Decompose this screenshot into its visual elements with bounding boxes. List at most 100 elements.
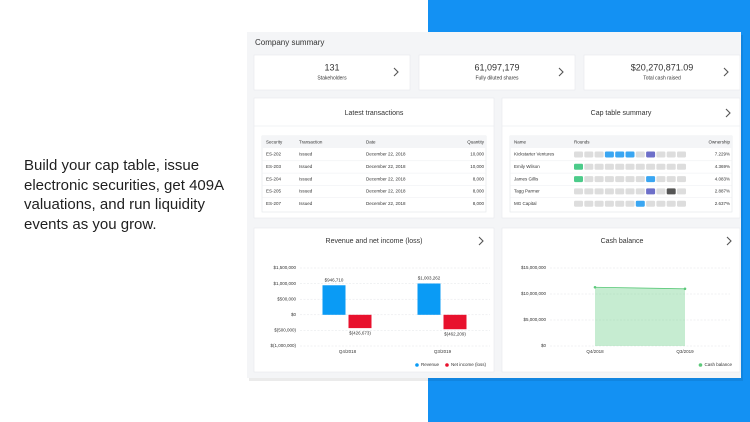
round-pill [604,188,614,195]
security-link[interactable]: ES-204 [266,176,282,181]
security-link[interactable]: ES-202 [266,152,282,157]
cell: Kickstarter Ventures [514,152,555,157]
cell: 4.083% [715,176,730,181]
stat-label: Fully diluted shares [475,75,519,81]
cell: Issued [299,201,313,206]
chevron[interactable] [723,67,729,77]
cell: 10,000 [470,152,484,157]
column-header: Quantity [467,140,485,145]
round-pill [677,151,686,158]
round-pill [625,151,635,158]
cell: James Gillis [514,176,539,181]
round-pill [584,163,594,170]
round-pill [666,188,676,195]
column-header: Transaction [299,140,323,145]
round-pill [656,151,666,158]
column-header: Ownership [708,140,730,145]
bar [322,285,346,315]
y-tick-label: $1,000,000 [273,281,296,286]
round-pill [615,151,625,158]
round-pill [666,176,676,183]
column-header: Security [266,140,283,145]
round-pill [635,200,645,207]
blurb: Build your cap table, issue electronic s… [24,157,224,233]
round-pill [574,176,583,183]
column-header: Date [366,140,376,145]
cell: December 22, 2018 [366,189,406,194]
round-pill [604,200,614,207]
chevron[interactable] [726,236,732,246]
card [253,54,411,91]
y-tick-label: $500,000 [277,296,296,301]
cell: Emily Wilson [514,164,540,169]
round-pill [584,176,594,183]
chevron[interactable] [393,67,399,77]
round-pill [635,176,645,183]
cell: December 22, 2018 [366,152,406,157]
y-tick-label: $0 [291,312,297,317]
cell: 8,000 [473,189,485,194]
table-header [510,136,732,148]
round-pill [625,188,635,195]
round-pill [666,200,676,207]
x-tick-label: Q4/2018 [339,349,357,354]
chart-title: Cash balance [601,238,644,245]
x-tick-label: Q4/2018 [586,349,604,354]
round-pill [677,163,686,170]
line [594,286,686,290]
round-pill [625,176,635,183]
card-title: Latest transactions [345,110,404,117]
chevron[interactable] [558,67,564,77]
round-pill [584,188,594,195]
table-frame [261,135,487,213]
round-pill [635,163,645,170]
round-pill [604,176,614,183]
cell: 8,000 [473,201,485,206]
round-pill [615,163,625,170]
legend-label: Revenue [421,362,440,367]
round-pill [666,151,676,158]
bar [417,283,441,315]
cell: Issued [299,152,313,157]
table-frame [509,135,733,213]
security-link[interactable]: ES-207 [266,201,282,206]
point [683,287,687,291]
chevron[interactable] [478,236,484,246]
column-header: Name [514,140,527,145]
legend-swatch [698,363,703,367]
cell: 8,000 [473,176,485,181]
cell: 2.637% [715,201,730,206]
round-pill [584,151,594,158]
round-pill [584,200,594,207]
value-label: $946,710 [325,277,344,282]
round-pill [635,151,645,158]
round-pill [635,188,645,195]
legend-swatch [445,363,449,367]
cell: 10,000 [470,164,484,169]
value-label: $1,003,262 [418,276,441,281]
x-tick-label: Q3/2019 [676,349,694,354]
cell: Issued [299,189,313,194]
legend-label: Cash balance [704,362,732,367]
y-tick-label: $(500,000) [274,328,296,333]
card [253,227,495,373]
chevron[interactable] [725,108,731,118]
cell: Tagg Parmer [514,189,540,194]
security-link[interactable]: ES-203 [266,164,282,169]
round-pill [646,176,656,183]
round-pill [646,200,656,207]
stat-value: $20,270,871.09 [631,62,694,72]
stat-label: Total cash raised [643,75,681,81]
security-link[interactable]: ES-205 [266,189,282,194]
round-pill [656,188,666,195]
round-pill [594,151,604,158]
round-pill [677,200,686,207]
round-pill [615,176,625,183]
round-pill [677,188,686,195]
cell: 7.229% [715,152,730,157]
round-pill [646,163,656,170]
round-pill [656,176,666,183]
round-pill [656,163,666,170]
dashboard-title: Company summary [255,38,324,47]
round-pill [574,163,583,170]
